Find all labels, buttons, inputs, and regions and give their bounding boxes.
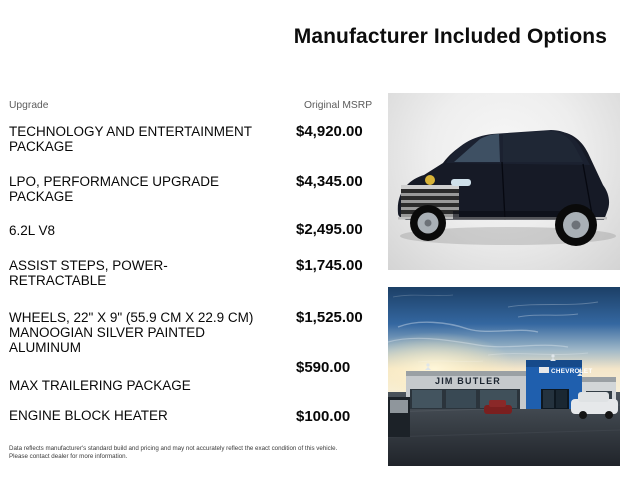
svg-text:CHEVROLET: CHEVROLET: [551, 368, 593, 375]
svg-text:JIM BUTLER: JIM BUTLER: [435, 376, 501, 386]
